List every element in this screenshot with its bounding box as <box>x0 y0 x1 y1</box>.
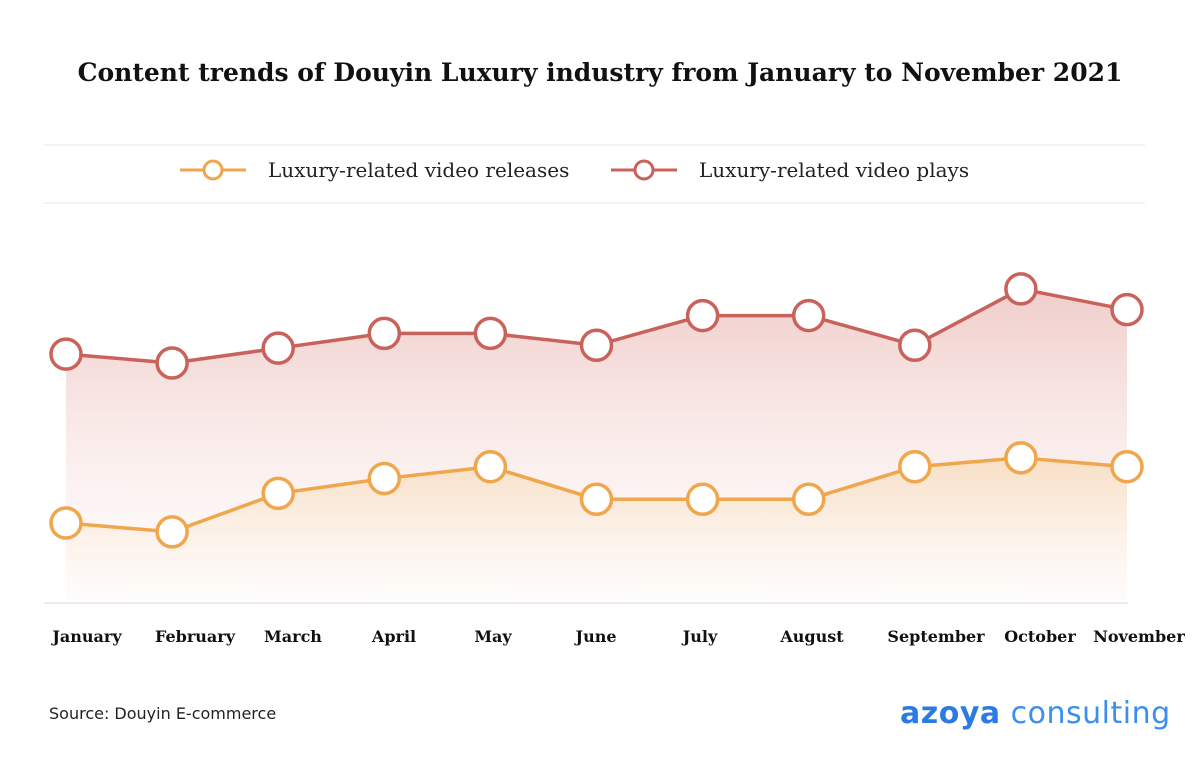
legend-item-plays: Luxury-related video plays <box>611 158 969 182</box>
x-tick-label-march: March <box>264 627 322 646</box>
point-luxury-related-video-plays-september <box>898 328 932 362</box>
point-luxury-related-video-releases-september <box>898 449 932 484</box>
x-tick-label-november: November <box>1093 627 1185 646</box>
point-luxury-related-video-releases-october <box>1004 441 1038 475</box>
point-luxury-related-video-plays-august <box>791 298 826 333</box>
point-luxury-related-video-plays-february <box>155 346 189 380</box>
x-tick-label-may: May <box>474 627 512 646</box>
logo-part-2: consulting <box>1000 696 1171 731</box>
point-luxury-related-video-releases-july <box>685 482 720 517</box>
azoya-logo: azoya consulting <box>900 696 1171 731</box>
point-luxury-related-video-releases-january <box>49 506 83 540</box>
legend-marker-plays <box>611 159 677 181</box>
point-luxury-related-video-plays-april <box>367 316 402 351</box>
point-luxury-related-video-plays-may <box>473 316 508 351</box>
point-luxury-related-video-releases-november <box>1110 449 1144 484</box>
point-luxury-related-video-releases-march <box>261 476 295 511</box>
legend-label-plays: Luxury-related video plays <box>699 158 970 182</box>
x-tick-label-july: July <box>682 627 718 646</box>
legend-item-releases: Luxury-related video releases <box>180 158 569 182</box>
logo-part-1: azoya <box>900 696 1001 731</box>
x-tick-label-september: September <box>887 627 985 646</box>
legend: Luxury-related video releases Luxury-rel… <box>0 158 1200 188</box>
point-luxury-related-video-plays-november <box>1110 292 1144 327</box>
point-luxury-related-video-plays-july <box>685 298 720 333</box>
x-tick-label-january: January <box>52 627 122 646</box>
point-luxury-related-video-plays-october <box>1004 272 1038 306</box>
point-luxury-related-video-plays-march <box>261 331 295 365</box>
x-tick-label-february: February <box>154 627 236 646</box>
point-luxury-related-video-plays-january <box>49 337 83 371</box>
point-luxury-related-video-releases-may <box>473 449 508 484</box>
point-luxury-related-video-releases-february <box>155 515 189 549</box>
source-note: Source: Douyin E-commerce <box>49 704 277 723</box>
x-tick-label-april: April <box>371 627 417 646</box>
chart-title: Content trends of Douyin Luxury industry… <box>77 58 1123 87</box>
x-tick-label-june: June <box>575 627 617 646</box>
x-tick-label-august: August <box>780 627 844 646</box>
legend-marker-releases <box>180 159 246 181</box>
point-luxury-related-video-releases-june <box>579 482 614 517</box>
point-luxury-related-video-plays-june <box>579 328 614 362</box>
area-luxury-related-video-releases <box>66 457 1127 601</box>
legend-label-releases: Luxury-related video releases <box>268 158 570 182</box>
point-luxury-related-video-releases-april <box>367 461 402 496</box>
point-luxury-related-video-releases-august <box>791 482 826 517</box>
x-tick-label-october: October <box>1004 627 1076 646</box>
